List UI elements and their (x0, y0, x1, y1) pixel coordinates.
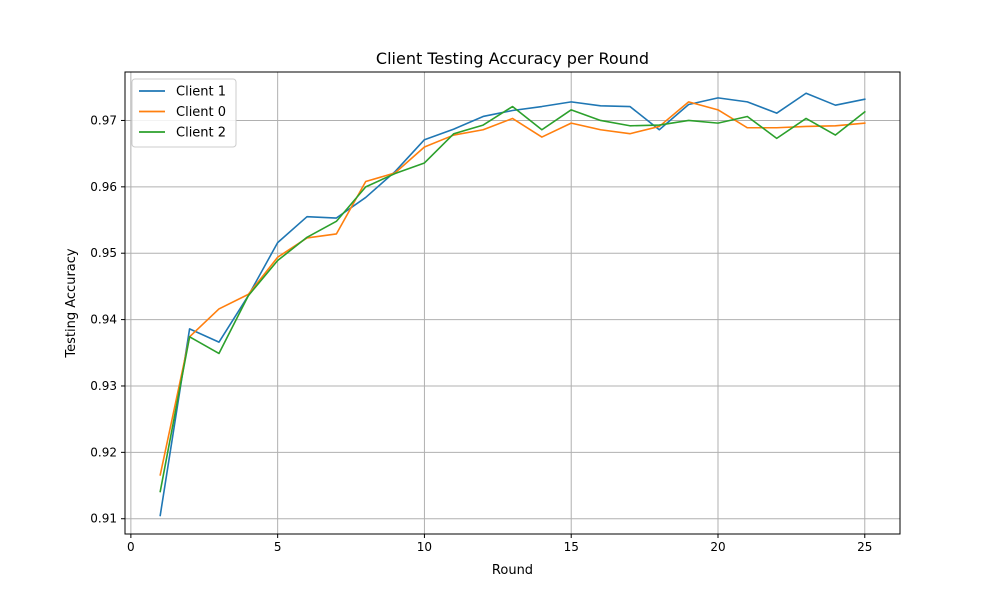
legend-label-client-0: Client 0 (176, 105, 226, 120)
y-tick-label: 0.97 (90, 113, 117, 127)
x-tick-label: 15 (564, 540, 579, 554)
y-axis-label: Testing Accuracy (64, 248, 79, 358)
x-tick-label: 5 (274, 540, 282, 554)
y-tick-label: 0.92 (90, 445, 117, 459)
x-axis-label: Round (492, 563, 533, 578)
y-tick-label: 0.93 (90, 379, 117, 393)
legend-label-client-1: Client 1 (176, 85, 226, 100)
y-tick-label: 0.95 (90, 246, 117, 260)
y-tick-label: 0.91 (90, 512, 117, 526)
chart-title: Client Testing Accuracy per Round (376, 49, 649, 68)
legend-label-client-2: Client 2 (176, 126, 226, 141)
axis-ticks: 0 5 10 15 20 25 0.91 0.92 0.93 0.94 0.95 0.96 0.97 (90, 113, 872, 554)
legend: Client 1 Client 0 Client 2 (131, 78, 237, 148)
x-tick-label: 25 (857, 540, 872, 554)
x-tick-label: 20 (710, 540, 725, 554)
series-line-client-1 (159, 92, 866, 517)
grid (125, 72, 900, 534)
legend-box (131, 78, 237, 148)
y-tick-label: 0.94 (90, 313, 117, 327)
y-tick-label: 0.96 (90, 180, 117, 194)
plot-series (159, 92, 866, 517)
series-line-client-2 (159, 105, 866, 493)
series-line-client-0 (159, 101, 866, 476)
x-tick-label: 0 (127, 540, 135, 554)
x-tick-label: 10 (417, 540, 432, 554)
axes-frame (124, 71, 901, 535)
